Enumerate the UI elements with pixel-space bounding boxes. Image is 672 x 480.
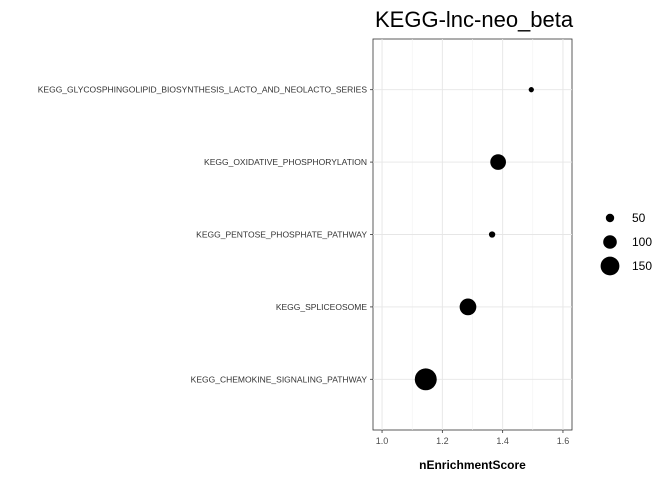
x-axis-title: nEnrichmentScore [419, 458, 526, 472]
category-label: KEGG_PENTOSE_PHOSPHATE_PATHWAY [196, 230, 367, 240]
data-point [490, 154, 506, 170]
category-label: KEGG_SPLICEOSOME [276, 302, 367, 312]
size-legend: 50 100 150 [600, 211, 652, 276]
category-label: KEGG_GLYCOSPHINGOLIPID_BIOSYNTHESIS_LACT… [38, 85, 368, 95]
category-label: KEGG_CHEMOKINE_SIGNALING_PATHWAY [191, 374, 368, 384]
data-point [488, 231, 496, 238]
legend-symbol [600, 256, 620, 276]
legend-label: 150 [632, 259, 652, 273]
data-point [459, 298, 477, 316]
category-label: KEGG_OXIDATIVE_PHOSPHORYLATION [204, 157, 367, 167]
category-labels: KEGG_GLYCOSPHINGOLIPID_BIOSYNTHESIS_LACT… [38, 85, 373, 384]
data-point [528, 87, 534, 93]
legend-label: 50 [632, 211, 646, 225]
x-tick-label: 1.4 [496, 436, 509, 446]
grid [373, 39, 572, 430]
legend-symbol [605, 213, 615, 223]
data-point [414, 368, 437, 391]
legend-label: 100 [632, 235, 652, 249]
chart-title: KEGG-lnc-neo_beta [375, 7, 574, 32]
x-axis: 1.0 1.2 1.4 1.6 [376, 430, 569, 446]
legend-symbol [603, 235, 617, 249]
x-tick-label: 1.0 [376, 436, 389, 446]
x-tick-label: 1.6 [557, 436, 570, 446]
points [414, 87, 534, 391]
x-tick-label: 1.2 [436, 436, 449, 446]
